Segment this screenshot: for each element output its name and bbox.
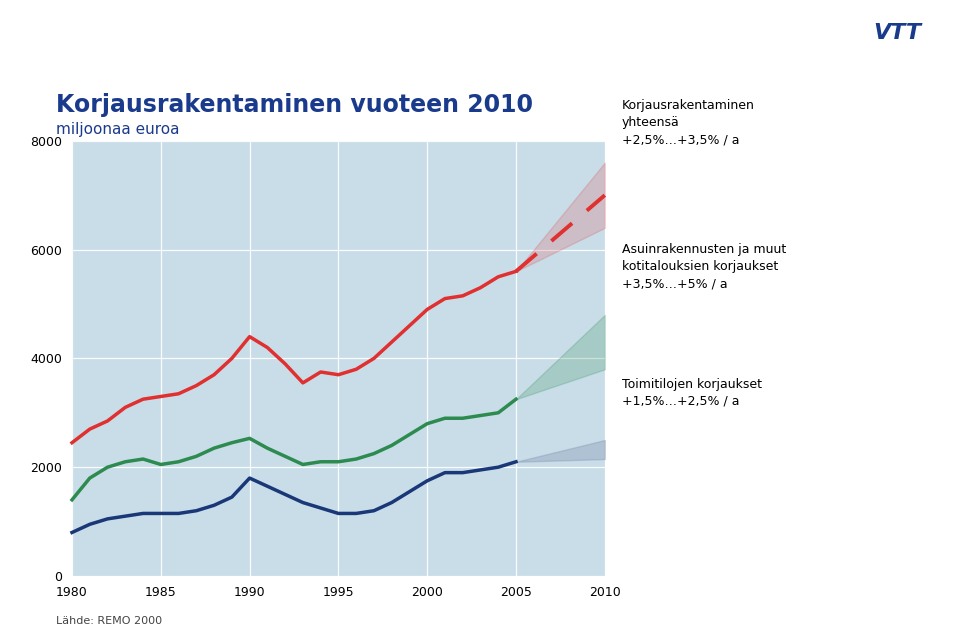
Text: Toimitilojen korjaukset
+1,5%…+2,5% / a: Toimitilojen korjaukset +1,5%…+2,5% / a bbox=[622, 378, 762, 408]
Text: 19/1/2010: 19/1/2010 bbox=[645, 27, 706, 40]
Text: Lähde: REMO 2000: Lähde: REMO 2000 bbox=[56, 616, 162, 626]
Text: Asuinrakennusten ja muut
kotitalouksien korjaukset
+3,5%…+5% / a: Asuinrakennusten ja muut kotitalouksien … bbox=[622, 243, 786, 290]
Text: Korjausrakentaminen
yhteensä
+2,5%…+3,5% / a: Korjausrakentaminen yhteensä +2,5%…+3,5%… bbox=[622, 99, 755, 146]
Text: Korjausrakentaminen vuoteen 2010: Korjausrakentaminen vuoteen 2010 bbox=[56, 93, 533, 116]
Text: VTT: VTT bbox=[874, 23, 922, 43]
Text: miljoonaa euroa: miljoonaa euroa bbox=[56, 122, 180, 136]
Text: Tarvitaan uusi, vuoteen
2030 ulottuva hanke: Tarvitaan uusi, vuoteen 2030 ulottuva ha… bbox=[637, 499, 869, 541]
Text: 11: 11 bbox=[728, 27, 743, 40]
